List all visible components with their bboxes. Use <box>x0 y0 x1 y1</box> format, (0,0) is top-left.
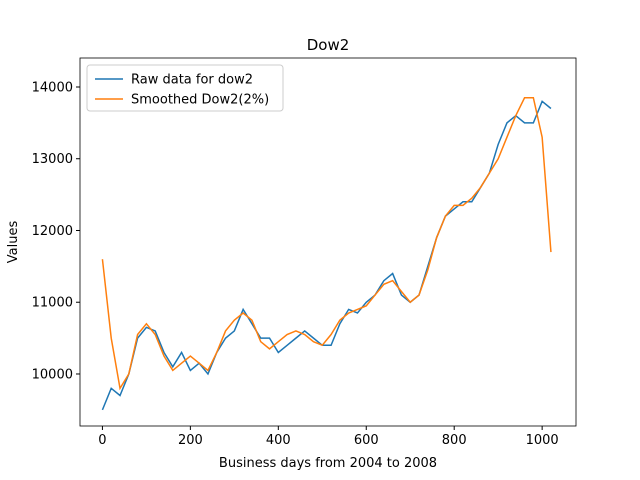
x-axis-label: Business days from 2004 to 2008 <box>219 456 437 471</box>
legend-label: Smoothed Dow2(2%) <box>131 93 269 108</box>
x-tick-label: 800 <box>442 433 467 448</box>
x-tick-label: 0 <box>98 433 106 448</box>
x-tick-label: 1000 <box>526 433 559 448</box>
y-tick-label: 14000 <box>32 80 73 95</box>
line <box>101 96 552 391</box>
legend-label: Raw data for dow2 <box>131 73 253 88</box>
line <box>101 100 552 411</box>
y-tick-label: 11000 <box>32 296 73 311</box>
y-axis-label: Values <box>6 221 21 264</box>
chart-title: Dow2 <box>307 36 350 54</box>
x-tick-label: 600 <box>354 433 379 448</box>
y-tick-label: 10000 <box>32 367 73 382</box>
y-tick-label: 13000 <box>32 152 73 167</box>
x-tick-label: 200 <box>178 433 203 448</box>
y-tick-label: 12000 <box>32 224 73 239</box>
legend-box <box>86 64 284 112</box>
x-tick-label: 400 <box>266 433 291 448</box>
plot-frame <box>79 57 577 427</box>
